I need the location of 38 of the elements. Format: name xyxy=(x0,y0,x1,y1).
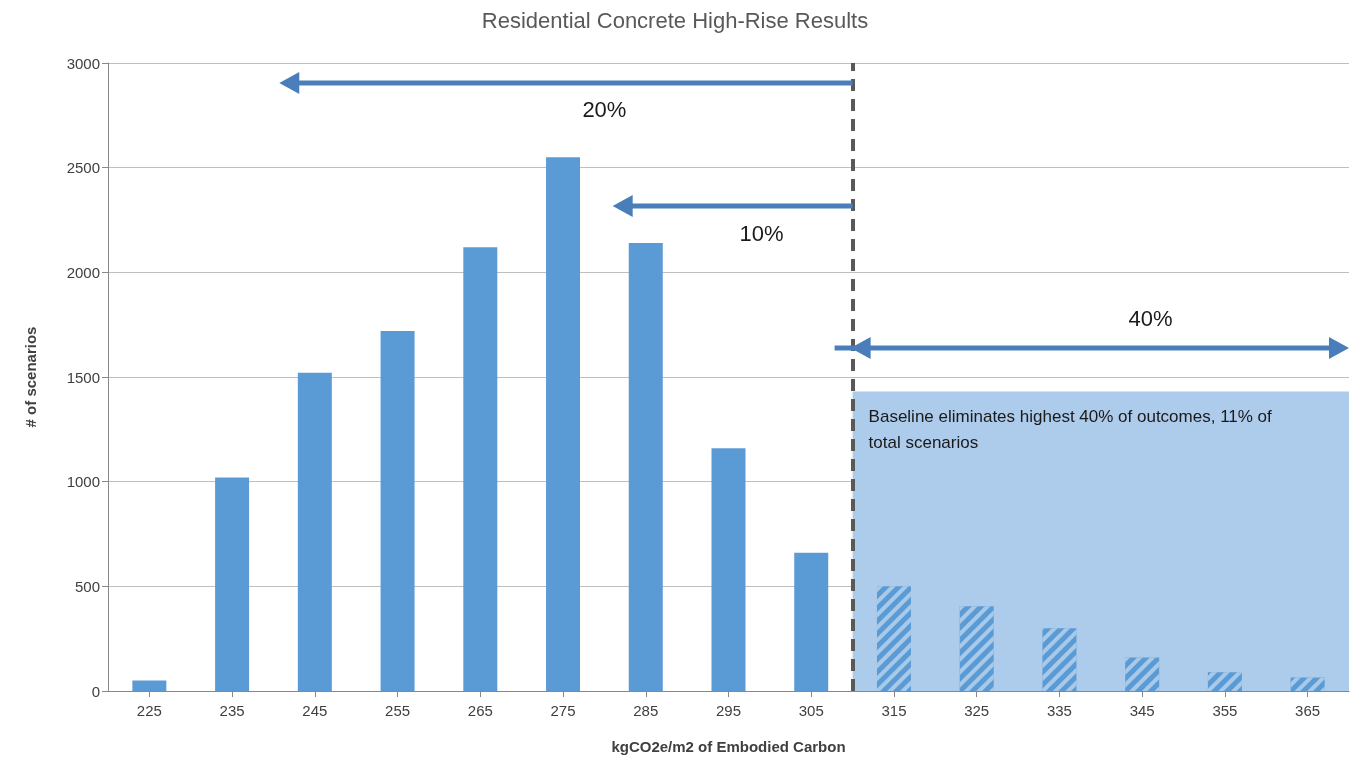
x-tick-label: 245 xyxy=(302,702,328,719)
y-tick-label: 3000 xyxy=(66,54,100,72)
bar xyxy=(215,477,250,691)
y-tick-label: 500 xyxy=(74,577,100,595)
x-tick-label: 355 xyxy=(1212,702,1238,719)
x-tick-label: 325 xyxy=(964,702,990,719)
x-tick-label: 275 xyxy=(550,702,576,719)
y-axis-title: # of scenarios xyxy=(22,326,39,428)
x-tick-label: 365 xyxy=(1295,702,1321,719)
bar xyxy=(628,243,663,691)
x-axis-title: kgCO2e/m2 of Embodied Carbon xyxy=(611,738,846,755)
x-tick-label: 305 xyxy=(798,702,824,719)
annotation: 20% xyxy=(582,96,627,122)
x-tick-label: 335 xyxy=(1046,702,1072,719)
bar xyxy=(380,330,415,691)
band-label: Baseline eliminates highest 40% of outcomes, 11% of total scenarios xyxy=(868,406,1277,452)
x-tick-label: 345 xyxy=(1129,702,1155,719)
y-tick-label: 1000 xyxy=(66,473,100,491)
x-tick-label: 285 xyxy=(633,702,659,719)
y-tick-label: 2500 xyxy=(66,159,100,177)
chart-title: Residential Concrete High-Rise Results xyxy=(481,7,869,33)
bar xyxy=(132,680,167,691)
annotation: 10% xyxy=(739,221,784,247)
y-tick-label: 1500 xyxy=(66,368,100,386)
annotation: 40% xyxy=(1128,305,1173,331)
bar xyxy=(463,247,498,691)
x-tick-label: 315 xyxy=(881,702,907,719)
x-tick-label: 225 xyxy=(136,702,162,719)
bar xyxy=(794,552,829,691)
x-tick-label: 265 xyxy=(467,702,493,719)
bar xyxy=(546,157,581,691)
y-tick-label: 2000 xyxy=(66,263,100,281)
x-tick-label: 255 xyxy=(385,702,411,719)
y-tick-label: 0 xyxy=(91,682,100,700)
bar xyxy=(711,448,746,691)
x-tick-label: 295 xyxy=(715,702,742,719)
bar xyxy=(297,372,332,691)
x-tick-label: 235 xyxy=(219,702,245,719)
